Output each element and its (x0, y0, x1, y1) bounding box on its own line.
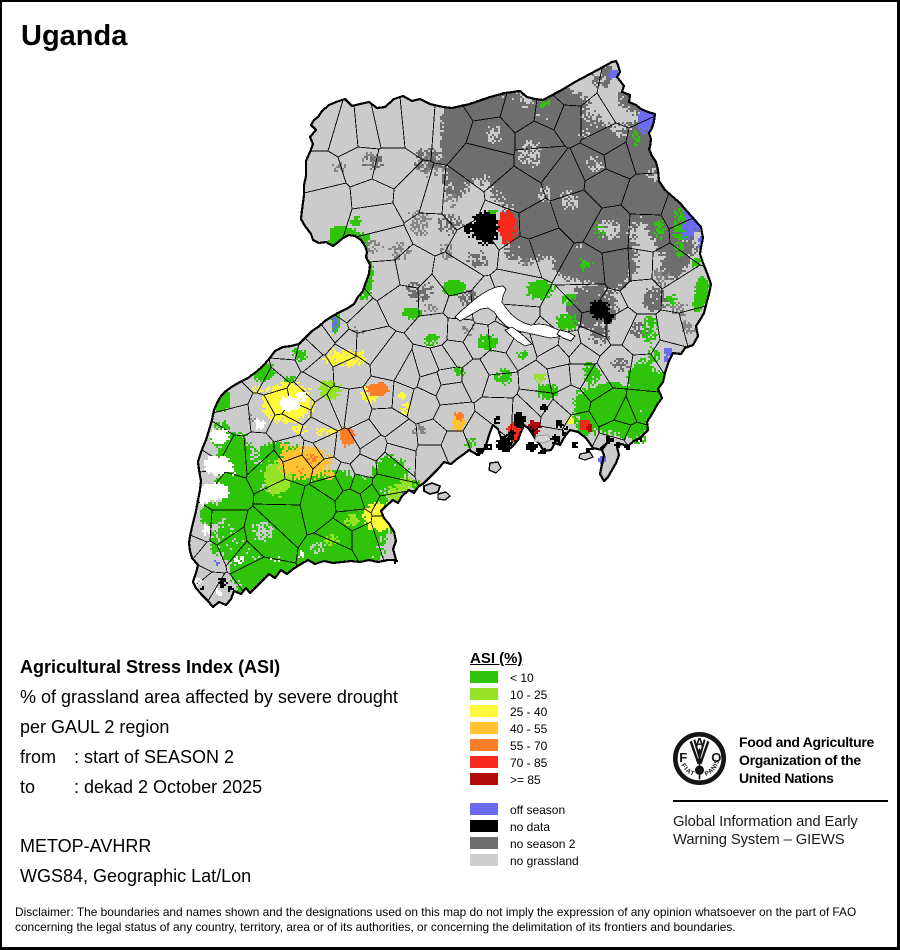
svg-text:A: A (695, 736, 704, 750)
svg-text:O: O (711, 750, 721, 765)
svg-text:F: F (679, 750, 687, 765)
